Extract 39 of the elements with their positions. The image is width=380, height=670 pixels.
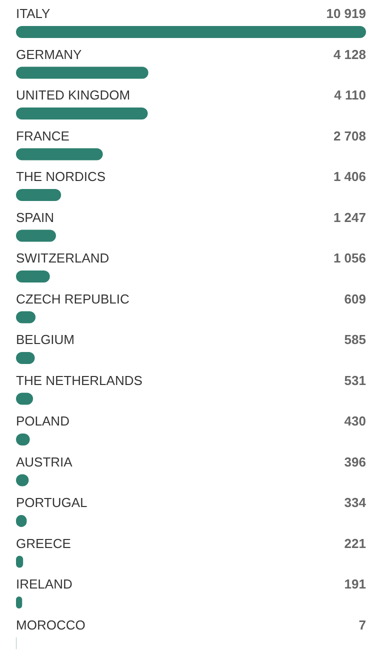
bar bbox=[16, 230, 56, 242]
data-label: 4 110 bbox=[334, 88, 366, 102]
data-label: 221 bbox=[344, 536, 366, 551]
y-tick-label: GERMANY bbox=[16, 46, 82, 62]
y-tick-label: UNITED KINGDOM bbox=[16, 88, 130, 102]
data-label: 1 056 bbox=[333, 250, 366, 266]
y-tick-label: POLAND bbox=[16, 414, 70, 428]
y-tick-label: BELGIUM bbox=[16, 332, 75, 347]
data-label: 430 bbox=[344, 414, 366, 428]
data-label: 4 128 bbox=[333, 46, 366, 62]
bar bbox=[16, 66, 148, 79]
data-label: 191 bbox=[344, 576, 366, 592]
bar bbox=[16, 189, 62, 201]
bar bbox=[16, 26, 366, 38]
bar bbox=[16, 148, 103, 160]
data-label: 585 bbox=[344, 332, 366, 347]
data-label: 334 bbox=[344, 495, 367, 510]
data-label: 2 708 bbox=[333, 128, 366, 144]
y-tick-label: SPAIN bbox=[16, 210, 54, 225]
y-tick-label: IRELAND bbox=[16, 576, 72, 592]
data-label: 609 bbox=[344, 291, 366, 306]
y-tick-label: GREECE bbox=[16, 536, 72, 551]
data-label: 531 bbox=[344, 372, 366, 388]
y-tick-label: THE NETHERLANDS bbox=[16, 372, 143, 388]
y-tick-label: SWITZERLAND bbox=[16, 250, 110, 266]
bar bbox=[16, 108, 148, 120]
y-tick-label: MOROCCO bbox=[16, 617, 86, 632]
data-label: 10 919 bbox=[326, 6, 366, 21]
y-tick-label: ITALY bbox=[16, 6, 51, 21]
y-tick-label: FRANCE bbox=[16, 128, 70, 144]
y-tick-label: AUSTRIA bbox=[16, 454, 73, 470]
data-label: 396 bbox=[344, 454, 366, 470]
bar bbox=[16, 270, 50, 282]
data-label: 1 247 bbox=[333, 210, 366, 225]
data-label: 7 bbox=[358, 617, 366, 632]
y-tick-label: THE NORDICS bbox=[16, 169, 106, 184]
data-label: 1 406 bbox=[333, 169, 366, 184]
y-tick-label: CZECH REPUBLIC bbox=[16, 291, 130, 306]
y-tick-label: PORTUGAL bbox=[16, 495, 88, 510]
